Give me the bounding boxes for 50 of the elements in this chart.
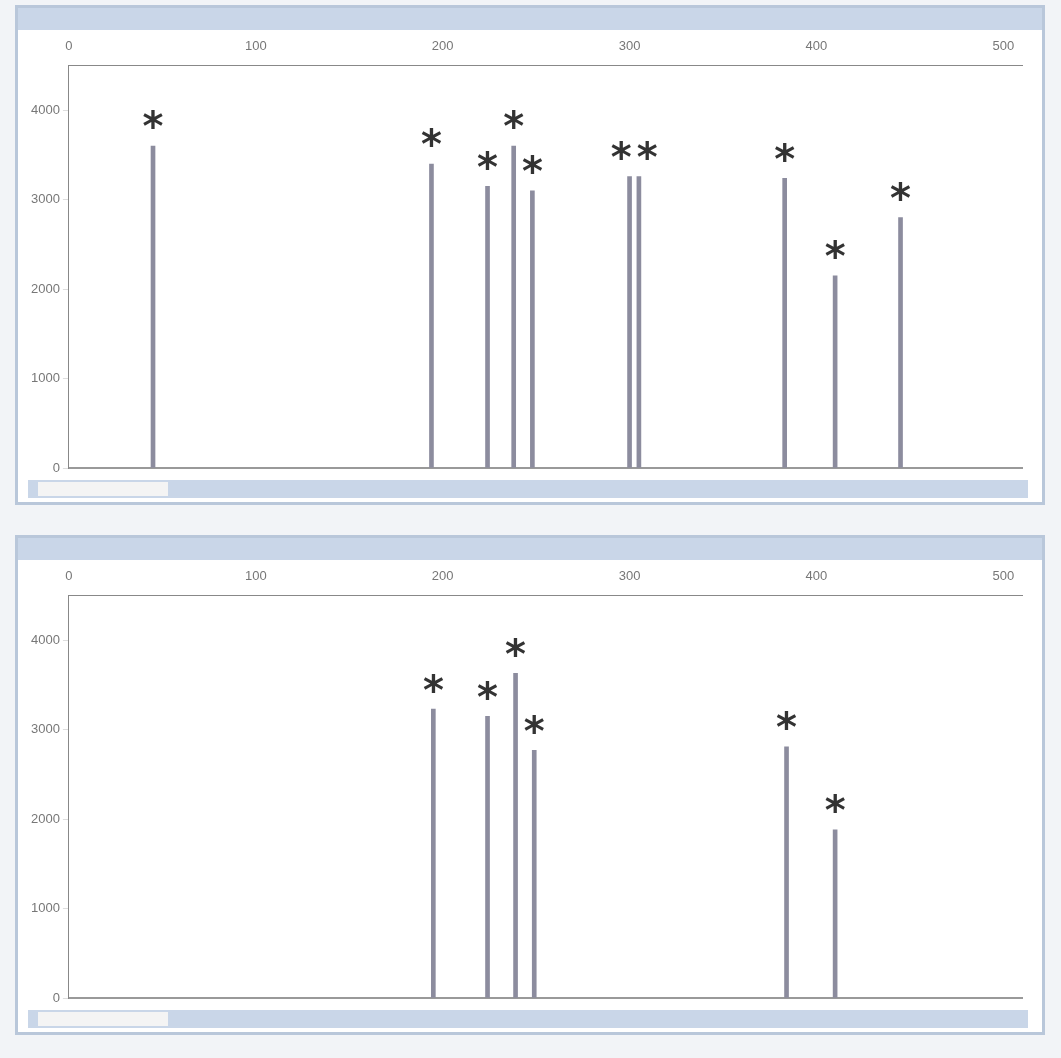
annotation: * xyxy=(610,133,632,180)
x-tick-label: 100 xyxy=(244,568,267,584)
x-tick-label: 400 xyxy=(805,38,828,54)
bar xyxy=(485,185,490,468)
bar xyxy=(898,217,903,468)
y-tick-label: 4000 xyxy=(31,631,60,647)
bar xyxy=(429,163,434,468)
y-tick-label: 4000 xyxy=(31,101,60,117)
annotation: * xyxy=(774,135,796,182)
y-tick-label: 2000 xyxy=(31,810,60,826)
x-tick-label: 0 xyxy=(65,38,73,54)
annotation: * xyxy=(421,121,442,168)
y-tick-label: 1000 xyxy=(31,370,60,386)
bar xyxy=(784,746,789,998)
bar xyxy=(485,715,490,998)
bar xyxy=(431,708,436,998)
x-tick-label: 100 xyxy=(244,38,267,54)
annotation: * xyxy=(142,103,164,150)
annotation: * xyxy=(521,148,543,195)
annotation: * xyxy=(505,630,527,677)
x-tick-label: 400 xyxy=(805,568,828,584)
y-tick-label: 3000 xyxy=(31,191,60,207)
y-tick-label: 0 xyxy=(52,459,60,475)
annotation: * xyxy=(503,103,525,150)
bar xyxy=(782,177,787,468)
bar xyxy=(511,145,517,468)
annotation: * xyxy=(422,666,444,713)
x-tick-label: 500 xyxy=(992,38,1015,54)
annotation: * xyxy=(890,175,912,222)
annotation: * xyxy=(523,707,545,754)
bar xyxy=(531,749,537,998)
bar xyxy=(627,176,632,468)
y-tick-label: 3000 xyxy=(31,721,60,737)
bar xyxy=(530,190,535,468)
annotation: * xyxy=(824,233,846,280)
annotation: * xyxy=(776,704,798,751)
bar xyxy=(513,673,518,998)
x-tick-label: 0 xyxy=(65,568,73,584)
x-tick-label: 200 xyxy=(431,568,454,584)
annotation: * xyxy=(477,673,499,720)
x-tick-label: 200 xyxy=(431,38,454,54)
x-tick-label: 500 xyxy=(992,568,1015,584)
y-tick-label: 0 xyxy=(52,989,60,1005)
y-tick-label: 1000 xyxy=(31,900,60,916)
y-tick-label: 2000 xyxy=(31,280,60,296)
x-tick-label: 300 xyxy=(618,38,641,54)
annotation: * xyxy=(477,143,499,190)
annotation: * xyxy=(824,787,846,834)
x-tick-label: 300 xyxy=(618,568,641,584)
annotation: * xyxy=(636,133,658,180)
